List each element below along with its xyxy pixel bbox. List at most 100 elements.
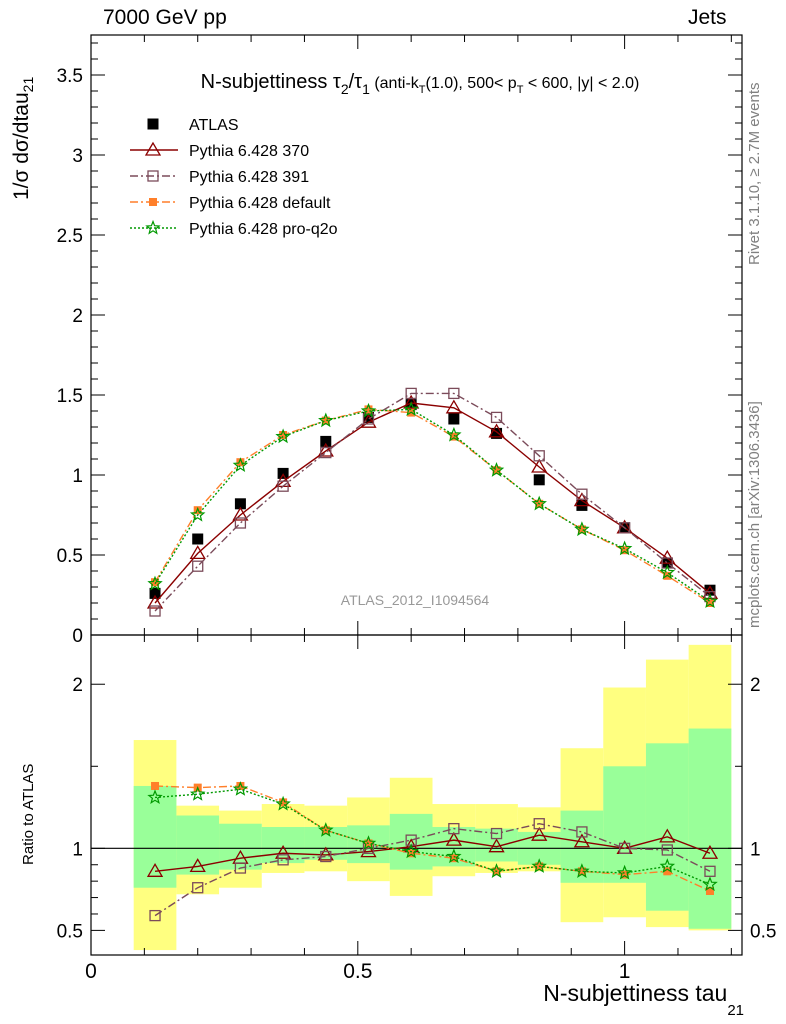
main-data-point [318,412,334,428]
ratio-data-point [701,844,719,859]
main-data-point [491,427,503,439]
main-data-point [321,416,330,425]
ratio-data-point [320,850,332,863]
ratio-data-point [189,786,206,801]
legend-marker [149,198,157,206]
main-series-2 [149,387,716,617]
ratio-data-point [620,870,629,879]
inner-band-bin [133,785,177,888]
ratio-data-point [573,833,591,848]
main-y-tick-label: 2.5 [57,226,83,247]
ratio-data-point [360,843,377,858]
main-data-point [574,521,590,537]
main-data-point [403,394,420,409]
main-data-point [448,387,460,400]
main-data-point [403,401,419,417]
ratio-data-point [663,867,672,876]
main-data-point [151,578,160,587]
main-data-point [445,399,462,414]
legend-label: ATLAS [189,117,239,134]
inner-band-group [133,728,732,929]
ratio-data-point [147,789,163,805]
main-data-point [147,575,163,591]
main-data-point [279,431,288,439]
main-y-tick-label: 1 [72,466,83,487]
main-series-1 [146,394,719,609]
main-data-point [193,506,202,515]
ratio-data-point [531,858,547,873]
ratio-data-point [317,846,334,861]
main-data-point [189,545,206,560]
ratio-data-point [445,831,462,846]
main-data-point [618,522,631,534]
main-data-point [277,480,289,492]
main-data-point [360,402,377,418]
ratio-series-line [154,788,711,886]
ratio-data-point [279,798,288,807]
ratio-series-3 [147,781,718,892]
ratio-series-line [154,823,711,917]
main-data-point [616,540,633,556]
ratio-data-point [277,854,289,866]
ratio-data-point [407,849,416,858]
legend-label: Pythia 6.428 370 [189,143,309,160]
main-y-tick-label: 0 [72,626,83,647]
ratio-data-point [446,848,462,864]
ratio-data-point [705,887,714,895]
ratio-data-point [149,909,161,922]
main-y-tick-label: 2 [72,306,83,327]
main-data-point [364,405,373,414]
main-data-point [446,426,462,442]
legend-label: Pythia 6.428 391 [189,169,309,186]
ratio-data-point [577,867,586,876]
main-data-point [362,411,374,423]
main-data-point [149,605,161,617]
ratio-plot-frame [90,634,743,956]
main-data-point [492,466,501,475]
ratio-data-point [449,854,458,863]
inner-band-bin [176,815,220,875]
ratio-data-point [146,863,164,877]
main-data-point [533,450,545,462]
x-tick-label: 0.5 [343,960,372,983]
main-data-point [533,474,545,486]
main-data-point [232,506,249,521]
ratio-data-point [659,828,676,843]
main-y-tick-label: 0.5 [57,546,83,567]
ratio-data-point [488,838,505,853]
mcplots-label: mcplots.cern.ch [arXiv:1306.3436] [746,401,763,628]
inner-band-bin [603,766,646,883]
main-data-point [449,432,458,441]
ratio-data-point [274,844,292,859]
main-data-point [531,495,547,511]
legend: ATLAS Pythia 6.428 370 Pythia 6.428 391 Pyt… [130,117,338,238]
main-data-point [146,594,164,609]
main-data-point [576,488,588,500]
ratio-y-tick-label: 1 [72,839,83,860]
legend-label: Pythia 6.428 pro-q2o [189,221,338,238]
ratio-series-line [154,834,711,873]
ratio-data-point [661,844,673,856]
ratio-data-point [704,865,716,877]
ratio-y-tick-label: 0.5 [57,921,83,942]
main-data-point [192,533,204,545]
ratio-data-point [275,795,291,811]
inner-band-bin [645,743,689,911]
ratio-y-tick-label: 2 [72,675,83,696]
main-series-4 [147,401,718,609]
main-data-point [149,587,161,599]
ratio-data-point [659,858,676,873]
main-data-point [659,549,676,564]
main-data-point [317,442,334,457]
main-data-point [234,498,246,510]
main-chart-title: N-subjettiness τ2/τ1 (anti-kT(1.0), 500<… [201,71,640,97]
main-data-point [320,446,332,459]
x-tick-label: 0 [85,960,97,983]
main-data-point [490,411,503,424]
analysis-label: ATLAS_2012_I1094564 [341,592,490,608]
ratio-data-point [531,826,548,841]
main-data-point [405,387,417,400]
ratio-data-point [360,835,377,851]
main-data-point [705,599,714,607]
ratio-series-0 [146,826,719,877]
